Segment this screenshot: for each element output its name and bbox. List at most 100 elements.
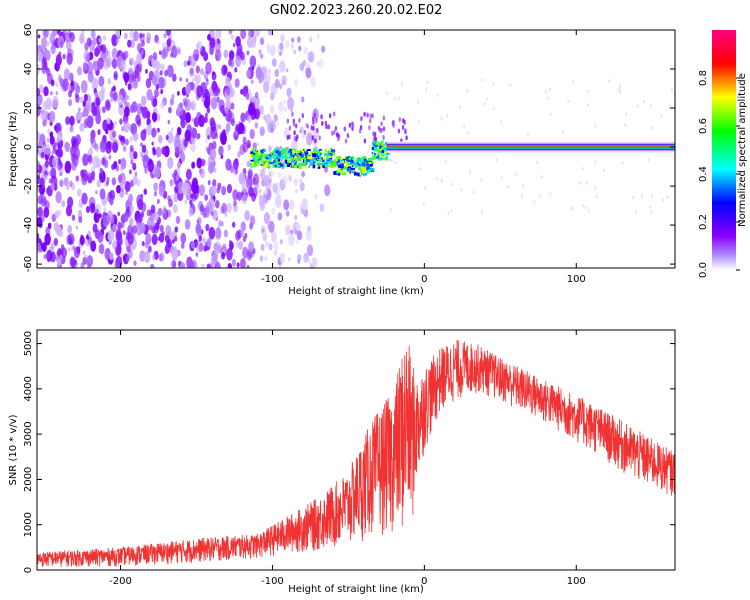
spectrogram-noise-blob <box>306 63 310 69</box>
spectrogram-noise-blob <box>109 90 114 98</box>
spectrogram-noise-blob <box>77 119 80 124</box>
spectrogram-onset-spike <box>310 125 313 131</box>
spectrogram-noise-blob <box>188 207 194 217</box>
spectrogram-noise-blob <box>88 147 93 157</box>
spectrogram-noise-blob <box>107 50 111 57</box>
spectrogram-onset-cell <box>381 148 385 151</box>
spectrogram-noise-blob <box>46 40 50 47</box>
spectrogram-noise-blob <box>91 77 99 91</box>
spectrogram-noise-blob <box>311 257 318 268</box>
spectrogram-onset-cell <box>315 152 319 157</box>
spectrogram-noise-blob <box>88 171 92 178</box>
spectrogram-noise-blob <box>157 40 160 45</box>
spectrogram-noise-blob <box>263 81 270 94</box>
spectrogram-noise-blob <box>165 30 172 36</box>
spectrogram-onset-cell <box>329 159 332 162</box>
spectrogram-residual-speck <box>390 207 393 212</box>
spectrogram-noise-blob <box>112 130 117 138</box>
spectrogram-noise-blob <box>195 252 199 257</box>
spectrogram-noise-blob <box>218 219 223 227</box>
spectrogram-onset-cell <box>311 156 315 159</box>
spectrogram-noise-blob <box>115 230 122 242</box>
spectrogram-noise-blob <box>247 143 251 149</box>
spectrogram-noise-blob <box>154 166 161 179</box>
spectrogram-onset-cell <box>373 147 378 152</box>
spectrogram-noise-blob <box>191 117 195 123</box>
spectrogram-noise-blob <box>117 221 122 231</box>
spectrogram-onset-cell <box>277 165 281 168</box>
spectrogram-noise-blob <box>111 47 118 59</box>
spectrogram-noise-blob <box>171 248 179 261</box>
spectrogram-onset-cell <box>372 141 375 146</box>
spectrogram-noise-blob <box>208 162 214 174</box>
spectrogram-onset-cell <box>357 172 362 177</box>
spectrogram-noise-blob <box>95 190 98 195</box>
spectrogram-residual-speck <box>618 84 621 88</box>
snr-ytick-label: 3000 <box>23 421 34 446</box>
spectrogram-noise-blob <box>98 75 105 87</box>
spectrogram-onset-spike <box>286 134 290 140</box>
spectrogram-onset-spike <box>380 127 383 133</box>
spectrogram-residual-speck <box>651 194 654 198</box>
snr-xtick-label: 100 <box>567 576 586 587</box>
spectrogram-onset-cell <box>297 158 301 161</box>
spectrogram-noise-blob <box>204 194 209 201</box>
spectrogram-onset-cell <box>381 154 384 157</box>
spectrogram-onset-cell <box>303 155 306 159</box>
spectrogram-noise-blob <box>137 198 144 211</box>
spectrogram-onset-spike <box>374 136 378 142</box>
spectrogram-onset-cell <box>335 158 338 161</box>
spectrogram-noise-blob <box>268 145 272 153</box>
spectrogram-onset-cell <box>302 159 305 163</box>
spectrogram-noise-blob <box>50 79 55 87</box>
spectrogram-noise-blob <box>209 147 217 161</box>
spectrogram-onset-cell <box>267 162 270 165</box>
spectrogram-noise-blob <box>209 46 214 56</box>
spectrogram-onset-cell <box>381 150 384 154</box>
spectrogram-noise-blob <box>283 199 290 211</box>
spectrogram-residual-speck <box>481 78 484 82</box>
spectrogram-noise-blob <box>129 67 134 75</box>
spectrogram-noise-blob <box>55 54 62 66</box>
spectrogram-noise-blob <box>170 52 173 58</box>
spectrogram-noise-blob <box>41 36 48 49</box>
spectrogram-noise-blob <box>177 48 181 55</box>
spectrogram-onset-cell <box>377 153 379 157</box>
spectrogram-noise-blob <box>176 90 180 96</box>
spectrogram-onset-spike <box>293 130 296 136</box>
spectrogram-onset-cell <box>310 158 315 161</box>
spectrogram-noise-blob <box>198 235 203 242</box>
spectrogram-onset-cell <box>360 158 364 162</box>
spectrogram-noise-blob <box>136 103 143 115</box>
spectrogram-xlabel: Height of straight line (km) <box>288 286 424 297</box>
spectrogram-noise-blob <box>169 97 174 106</box>
spectrogram-noise-blob <box>79 33 85 45</box>
spectrogram-onset-cell <box>281 152 283 155</box>
spectrogram-noise-blob <box>210 126 218 140</box>
spectrogram-noise-blob <box>112 141 119 154</box>
spectrogram-noise-blob <box>183 60 188 68</box>
spectrogram-residual-speck <box>649 103 652 108</box>
spectrogram-noise-blob <box>200 158 206 167</box>
spectrogram-residual-speck <box>440 178 443 182</box>
spectrogram-onset-cell <box>264 158 267 163</box>
spectrogram-noise-blob <box>136 74 141 83</box>
spectrogram-onset-cell <box>317 155 319 159</box>
spectrogram-noise-blob <box>37 130 40 142</box>
spectrogram-noise-blob <box>50 44 56 55</box>
spectrogram-onset-spike <box>402 118 405 124</box>
spectrogram-noise-blob <box>106 176 110 182</box>
spectrogram-onset-cell <box>275 150 279 154</box>
spectrogram-residual-speck <box>447 211 450 216</box>
spectrogram-residual-speck <box>423 185 426 190</box>
spectrogram-noise-blob <box>123 211 129 223</box>
spectrogram-onset-cell <box>359 169 364 173</box>
spectrogram-noise-blob <box>293 49 297 55</box>
spectrogram-onset-spike <box>360 116 363 122</box>
spectrogram-noise-blob <box>207 134 210 140</box>
spectrogram-onset-cell <box>373 152 376 156</box>
spectrogram-noise-blob <box>269 44 276 57</box>
spectrogram-noise-blob <box>247 170 253 180</box>
spectrogram-onset-spike <box>332 111 336 117</box>
spectrogram-onset-cell <box>253 155 257 158</box>
